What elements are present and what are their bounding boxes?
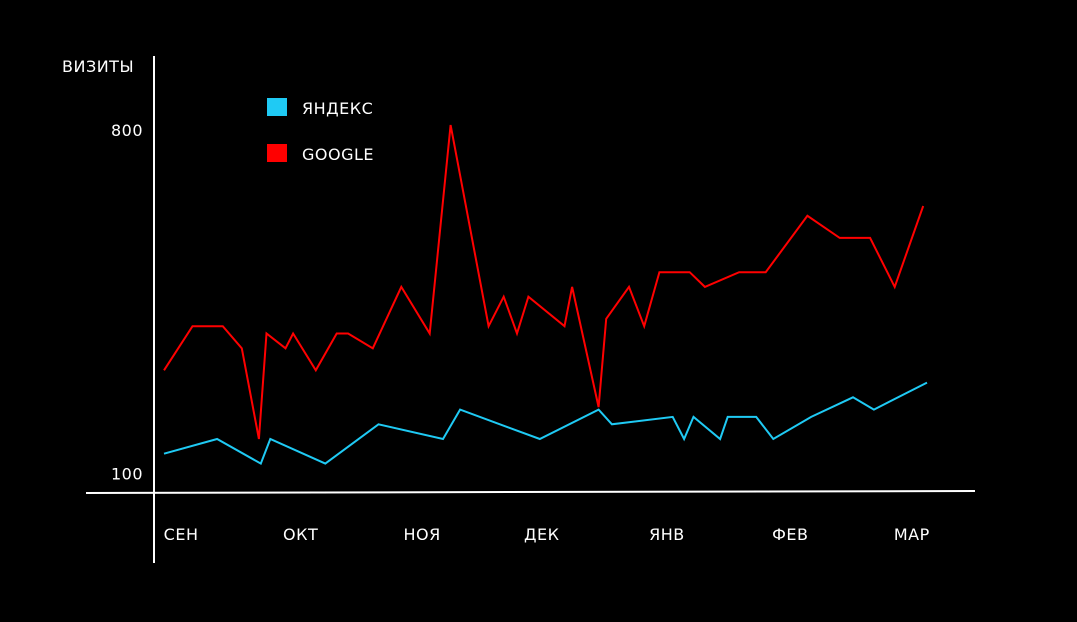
x-tick-label: НОЯ xyxy=(404,525,441,544)
legend-swatch xyxy=(267,98,287,116)
y-tick-label: 800 xyxy=(111,121,143,140)
legend-swatch xyxy=(267,144,287,162)
y-axis-label: ВИЗИТЫ xyxy=(62,57,134,76)
x-tick-label: СЕН xyxy=(164,525,199,544)
legend-label: GOOGLE xyxy=(302,145,374,164)
x-tick-label: ЯНВ xyxy=(649,525,685,544)
legend-label: ЯНДЕКС xyxy=(302,99,373,118)
x-tick-label: ФЕВ xyxy=(772,525,808,544)
x-tick-label: ДЕК xyxy=(524,525,560,544)
series-line-yandex xyxy=(163,381,928,466)
x-axis xyxy=(85,490,976,494)
x-tick-label: МАР xyxy=(894,525,930,544)
y-tick-label: 100 xyxy=(111,464,143,483)
series-line-google xyxy=(163,124,925,440)
x-tick-label: ОКТ xyxy=(283,525,318,544)
